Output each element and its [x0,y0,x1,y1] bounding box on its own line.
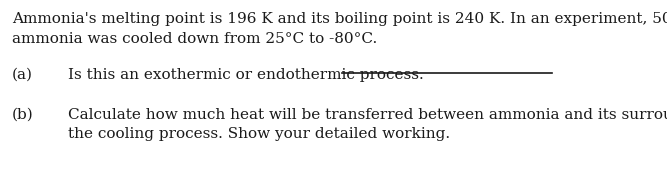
Text: (a): (a) [12,68,33,82]
Text: Is this an exothermic or endothermic process.: Is this an exothermic or endothermic pro… [68,68,424,82]
Text: (b): (b) [12,108,34,122]
Text: Calculate how much heat will be transferred between ammonia and its surroundings: Calculate how much heat will be transfer… [68,108,667,122]
Text: ammonia was cooled down from 25°C to -80°C.: ammonia was cooled down from 25°C to -80… [12,32,378,46]
Text: Ammonia's melting point is 196 K and its boiling point is 240 K. In an experimen: Ammonia's melting point is 196 K and its… [12,12,667,26]
Text: the cooling process. Show your detailed working.: the cooling process. Show your detailed … [68,127,450,141]
